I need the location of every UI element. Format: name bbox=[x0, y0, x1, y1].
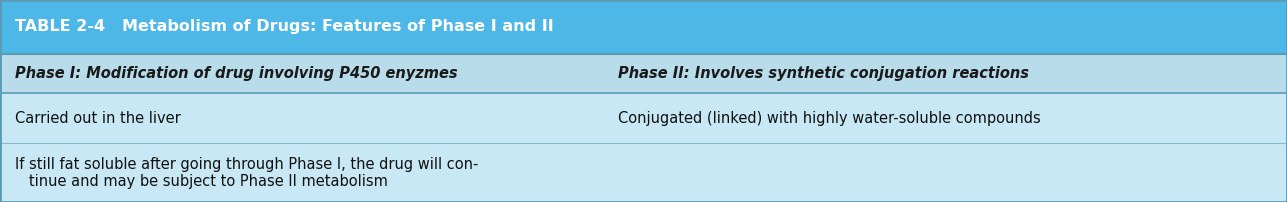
Text: Phase I: Modification of drug involving P450 enyzmes: Phase I: Modification of drug involving … bbox=[15, 66, 458, 81]
Text: Conjugated (linked) with highly water-soluble compounds: Conjugated (linked) with highly water-so… bbox=[618, 111, 1040, 126]
Text: TABLE 2-4   Metabolism of Drugs: Features of Phase I and II: TABLE 2-4 Metabolism of Drugs: Features … bbox=[15, 19, 555, 34]
Text: If still fat soluble after going through Phase I, the drug will con-
   tinue an: If still fat soluble after going through… bbox=[15, 157, 479, 189]
Text: Carried out in the liver: Carried out in the liver bbox=[15, 111, 181, 126]
FancyBboxPatch shape bbox=[0, 54, 1287, 93]
Text: Phase II: Involves synthetic conjugation reactions: Phase II: Involves synthetic conjugation… bbox=[618, 66, 1028, 81]
FancyBboxPatch shape bbox=[0, 0, 1287, 54]
